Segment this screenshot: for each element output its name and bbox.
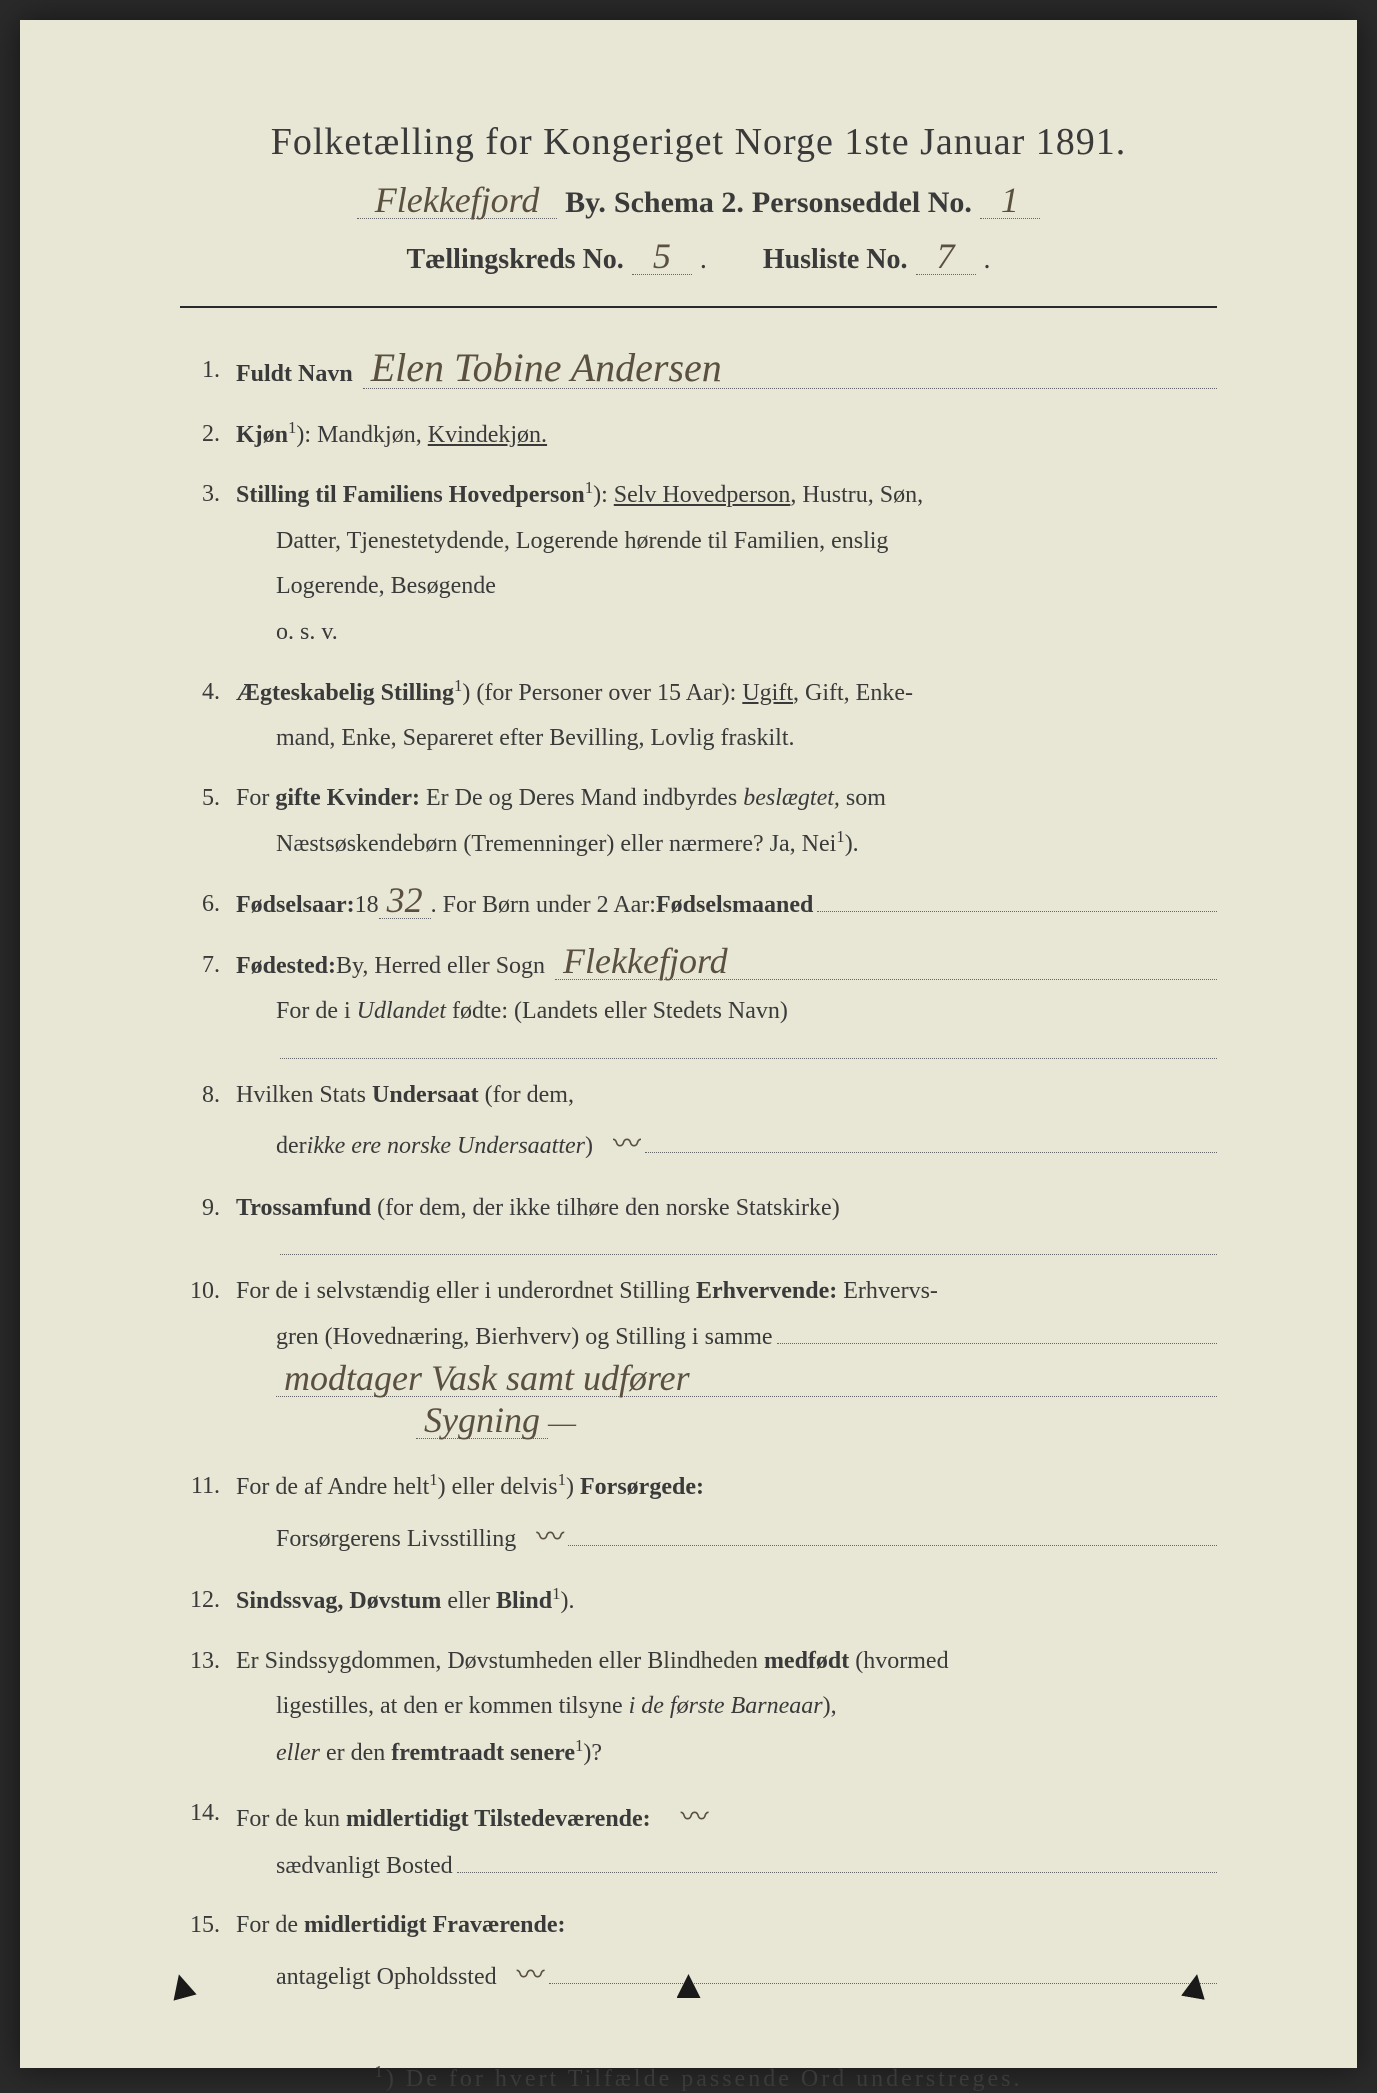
- fodested-value: Flekkefjord: [555, 943, 1217, 980]
- taellingskreds-label: Tællingskreds No.: [406, 244, 623, 276]
- item-5-content: For gifte Kvinder: Er De og Deres Mand i…: [236, 776, 1217, 868]
- item-13-content: Er Sindssygdommen, Døvstumheden eller Bl…: [236, 1639, 1217, 1777]
- item-1: 1. Fuldt Navn Elen Tobine Andersen: [180, 348, 1217, 398]
- item-4-num: 4.: [180, 670, 236, 716]
- item-15-num: 15.: [180, 1903, 236, 1949]
- item-11-content: For de af Andre helt1) eller delvis1) Fo…: [236, 1464, 1217, 1564]
- item-10: 10. For de i selvstændig eller i underor…: [180, 1269, 1217, 1450]
- schema-label: Schema 2.: [614, 186, 744, 220]
- item-13: 13. Er Sindssygdommen, Døvstumheden elle…: [180, 1639, 1217, 1777]
- erhverv-value-2: Sygning: [416, 1402, 548, 1439]
- header-row-2: Tællingskreds No. 5 . Husliste No. 7 .: [180, 238, 1217, 276]
- aegteskab-label: Ægteskabelig Stilling: [236, 680, 454, 706]
- item-8-content: Hvilken Stats Undersaat (for dem, der ik…: [236, 1073, 1217, 1172]
- item-8: 8. Hvilken Stats Undersaat (for dem, der…: [180, 1073, 1217, 1172]
- period: .: [700, 244, 707, 276]
- item-6-content: Fødselsaar: 1832 . For Børn under 2 Aar:…: [236, 882, 1217, 929]
- item-3: 3. Stilling til Familiens Hovedperson1):…: [180, 472, 1217, 655]
- city-field: Flekkefjord: [357, 182, 557, 219]
- kjon-selected: Kvindekjøn.: [428, 422, 547, 448]
- fodselsaar-value: 32: [379, 882, 431, 919]
- item-3-content: Stilling til Familiens Hovedperson1): Se…: [236, 472, 1217, 655]
- fodested-label: Fødested:: [236, 944, 336, 990]
- item-12-num: 12.: [180, 1578, 236, 1624]
- item-7-content: Fødested: By, Herred eller Sogn Flekkefj…: [236, 943, 1217, 1059]
- header-row-1: Flekkefjord By. Schema 2. Personseddel N…: [180, 182, 1217, 220]
- item-8-num: 8.: [180, 1073, 236, 1119]
- item-12: 12. Sindssvag, Døvstum eller Blind1).: [180, 1578, 1217, 1625]
- husliste-no: 7: [916, 238, 976, 275]
- item-14-content: For de kun midlertidigt Tilstedeværende:…: [236, 1791, 1217, 1890]
- erhverv-value-1: modtager Vask samt udfører: [276, 1360, 1217, 1397]
- item-5: 5. For gifte Kvinder: Er De og Deres Man…: [180, 776, 1217, 868]
- aegteskab-selected: Ugift: [742, 680, 793, 706]
- item-15-content: For de midlertidigt Fraværende: antageli…: [236, 1903, 1217, 2002]
- kjon-label: Kjøn: [236, 422, 288, 448]
- item-2: 2. Kjøn1): Mandkjøn, Kvindekjøn.: [180, 412, 1217, 459]
- item-10-num: 10.: [180, 1269, 236, 1315]
- item-3-num: 3.: [180, 472, 236, 518]
- footnote: 1) De for hvert Tilfælde passende Ord un…: [180, 2062, 1217, 2093]
- item-1-num: 1.: [180, 348, 236, 394]
- census-form-page: Folketælling for Kongeriget Norge 1ste J…: [20, 20, 1357, 2068]
- item-6-num: 6.: [180, 882, 236, 928]
- item-4: 4. Ægteskabelig Stilling1) (for Personer…: [180, 670, 1217, 762]
- taellingskreds-no: 5: [632, 238, 692, 275]
- item-5-num: 5.: [180, 776, 236, 822]
- header-divider: [180, 306, 1217, 308]
- husliste-label: Husliste No.: [763, 244, 908, 276]
- form-title: Folketælling for Kongeriget Norge 1ste J…: [180, 120, 1217, 164]
- item-15: 15. For de midlertidigt Fraværende: anta…: [180, 1903, 1217, 2002]
- item-9-num: 9.: [180, 1186, 236, 1232]
- item-2-num: 2.: [180, 412, 236, 458]
- fodselsaar-label: Fødselsaar:: [236, 883, 355, 929]
- stilling-label: Stilling til Familiens Hovedperson: [236, 482, 585, 508]
- trossamfund-label: Trossamfund: [236, 1195, 371, 1221]
- by-label: By.: [565, 186, 606, 220]
- item-4-content: Ægteskabelig Stilling1) (for Personer ov…: [236, 670, 1217, 762]
- item-6: 6. Fødselsaar: 1832 . For Børn under 2 A…: [180, 882, 1217, 929]
- form-body: 1. Fuldt Navn Elen Tobine Andersen 2. Kj…: [180, 348, 1217, 2002]
- fuldt-navn-label: Fuldt Navn: [236, 352, 353, 398]
- item-14-num: 14.: [180, 1791, 236, 1837]
- item-11: 11. For de af Andre helt1) eller delvis1…: [180, 1464, 1217, 1564]
- personseddel-no: 1: [980, 182, 1040, 219]
- stilling-selected: Selv Hovedperson: [614, 482, 791, 508]
- item-12-content: Sindssvag, Døvstum eller Blind1).: [236, 1578, 1217, 1625]
- item-9: 9. Trossamfund (for dem, der ikke tilhør…: [180, 1186, 1217, 1256]
- item-1-content: Fuldt Navn Elen Tobine Andersen: [236, 348, 1217, 398]
- form-header: Folketælling for Kongeriget Norge 1ste J…: [180, 120, 1217, 276]
- period2: .: [984, 244, 991, 276]
- fuldt-navn-value: Elen Tobine Andersen: [363, 348, 1217, 389]
- personseddel-label: Personseddel No.: [752, 186, 972, 220]
- item-10-content: For de i selvstændig eller i underordnet…: [236, 1269, 1217, 1450]
- item-11-num: 11.: [180, 1464, 236, 1510]
- item-2-content: Kjøn1): Mandkjøn, Kvindekjøn.: [236, 412, 1217, 459]
- item-7: 7. Fødested: By, Herred eller Sogn Flekk…: [180, 943, 1217, 1059]
- item-14: 14. For de kun midlertidigt Tilstedevære…: [180, 1791, 1217, 1890]
- item-7-num: 7.: [180, 943, 236, 989]
- item-9-content: Trossamfund (for dem, der ikke tilhøre d…: [236, 1186, 1217, 1256]
- item-13-num: 13.: [180, 1639, 236, 1685]
- fodselsmaaned-label: Fødselsmaaned: [656, 883, 813, 929]
